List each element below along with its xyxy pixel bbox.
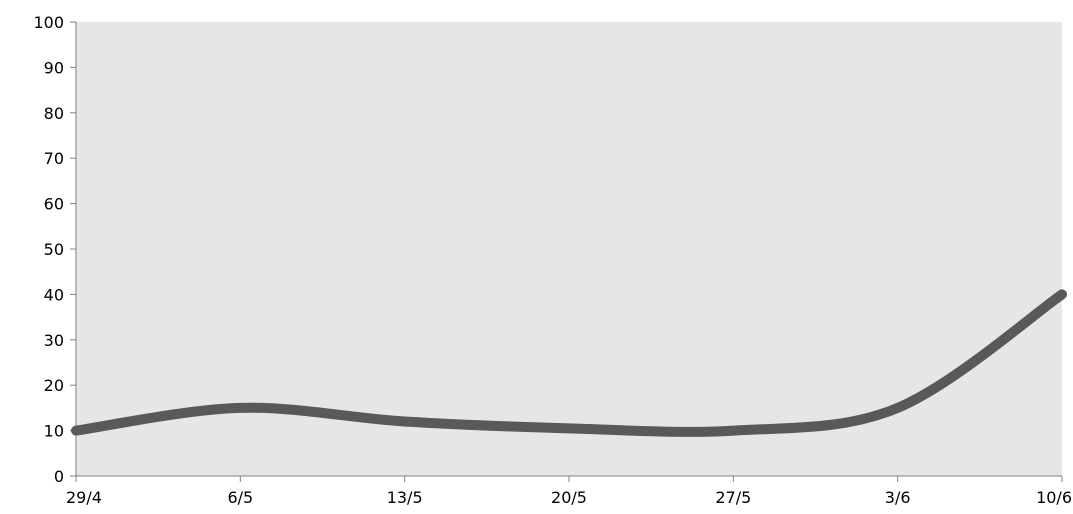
x-tick-label: 29/4 — [66, 488, 102, 507]
y-tick-label: 60 — [44, 195, 64, 214]
y-tick-label: 70 — [44, 149, 64, 168]
x-tick-label: 6/5 — [227, 488, 253, 507]
y-tick-label: 80 — [44, 104, 64, 123]
x-tick-label: 3/6 — [885, 488, 911, 507]
y-tick-label: 100 — [33, 13, 64, 32]
x-tick-label: 10/6 — [1036, 488, 1072, 507]
series-line — [71, 289, 1067, 437]
series-layer — [71, 289, 1067, 437]
y-axis-ticks: 0 10 20 30 40 50 60 70 80 90 100 — [33, 13, 76, 486]
y-tick-label: 10 — [44, 422, 64, 441]
y-tick-label: 0 — [54, 467, 64, 486]
y-tick-label: 30 — [44, 331, 64, 350]
x-tick-label: 20/5 — [551, 488, 587, 507]
y-tick-label: 50 — [44, 240, 64, 259]
y-tick-label: 90 — [44, 58, 64, 77]
y-tick-label: 20 — [44, 376, 64, 395]
x-tick-label: 13/5 — [387, 488, 423, 507]
plot-area — [76, 22, 1062, 476]
y-tick-label: 40 — [44, 285, 64, 304]
x-axis-ticks: 29/4 6/5 13/5 20/5 27/5 3/6 10/6 — [66, 476, 1072, 507]
x-tick-label: 27/5 — [715, 488, 751, 507]
